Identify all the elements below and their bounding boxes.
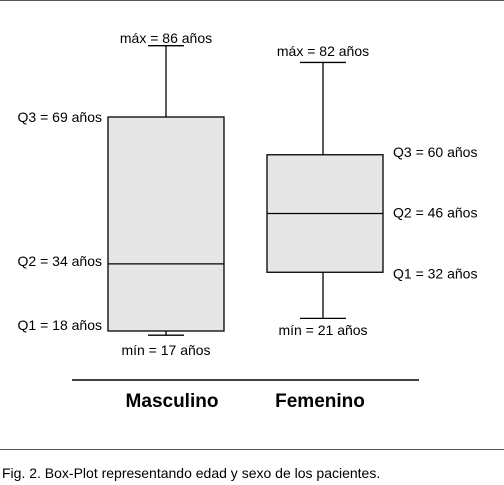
- caption-rule: [0, 449, 504, 450]
- masculino-max-label: máx = 86 años: [120, 30, 212, 46]
- masculino-median-label: Q2 = 34 años: [18, 253, 102, 269]
- category-label-femenino: Femenino: [275, 391, 365, 412]
- masculino-box: [107, 116, 225, 332]
- boxplot-chart: máx = 86 años mín = 17 años Q3 = 69 años Q2…: [18, 30, 478, 412]
- masculino-q1-label: Q1 = 18 años: [18, 317, 102, 333]
- femenino-median-label: Q2 = 46 años: [393, 205, 477, 221]
- femenino-min-label: mín = 21 años: [278, 322, 367, 338]
- masculino-min-label: mín = 17 años: [121, 342, 210, 358]
- femenino-q3-label: Q3 = 60 años: [393, 144, 477, 160]
- figure-caption: Fig. 2. Box-Plot representando edad y se…: [2, 465, 381, 481]
- masculino-q3-label: Q3 = 69 años: [18, 109, 102, 125]
- femenino-max-label: máx = 82 años: [277, 43, 369, 59]
- top-rule: [0, 0, 504, 1]
- femenino-q1-label: Q1 = 32 años: [393, 265, 477, 281]
- category-label-masculino: Masculino: [126, 391, 219, 412]
